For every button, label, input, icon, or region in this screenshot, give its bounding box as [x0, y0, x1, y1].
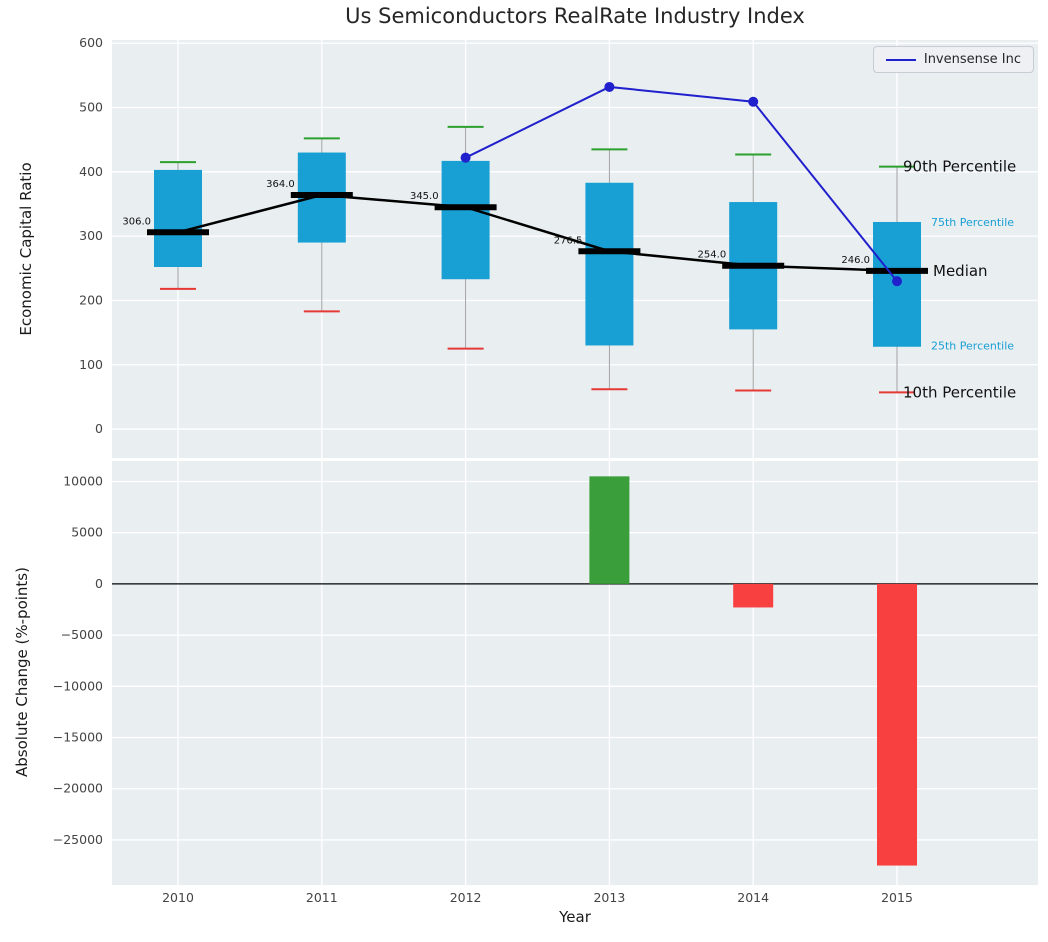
y-tick-label: 500 — [79, 100, 103, 115]
change-bar — [733, 583, 774, 608]
legend: Invensense Inc — [872, 46, 1034, 73]
iqr-box — [441, 160, 490, 280]
median-value-label: 345.0 — [410, 191, 439, 202]
x-tick-label: 2012 — [450, 890, 482, 905]
legend-label: Invensense Inc — [923, 52, 1021, 67]
change-bar — [877, 583, 917, 866]
x-tick-label: 2010 — [162, 890, 194, 905]
y-tick-label: −25000 — [53, 832, 103, 847]
percentile-annotation: 75th Percentile — [931, 216, 1014, 229]
x-axis-label: Year — [559, 908, 591, 926]
median-value-label: 306.0 — [122, 216, 151, 227]
percentile-annotation: 10th Percentile — [903, 383, 1016, 401]
x-tick-label: 2015 — [881, 890, 913, 905]
economic-capital-panel: 0 100 200 300 400 500 600 306.0 364.0 345.0 276.5 2… — [79, 35, 1038, 458]
chart-title: Us Semiconductors RealRate Industry Inde… — [345, 4, 805, 28]
percentile-annotation: 25th Percentile — [931, 339, 1014, 352]
x-tick-label: 2014 — [737, 890, 769, 905]
y-tick-label: 600 — [79, 35, 103, 50]
iqr-box — [585, 182, 634, 346]
y-tick-label: −20000 — [53, 781, 103, 796]
y-tick-label: 5000 — [71, 525, 103, 540]
percentile-annotation: 90th Percentile — [903, 158, 1016, 176]
invensense-line — [465, 85, 898, 282]
y-tick-label: 100 — [79, 357, 103, 372]
y-axis-label-bottom: Absolute Change (%-points) — [13, 567, 31, 777]
median-value-label: 246.0 — [841, 255, 870, 266]
invensense-marker — [460, 152, 471, 163]
y-tick-label: −5000 — [61, 627, 103, 642]
y-tick-label: 10000 — [63, 473, 103, 488]
y-tick-label: 0 — [95, 576, 103, 591]
percentile-annotation: Median — [933, 262, 988, 280]
iqr-box — [154, 169, 202, 268]
median-value-label: 254.0 — [698, 250, 727, 261]
invensense-marker — [604, 81, 615, 92]
y-axis-label-top: Economic Capital Ratio — [17, 162, 35, 336]
median-value-label: 364.0 — [266, 179, 295, 190]
y-tick-label: −15000 — [53, 730, 103, 745]
change-bar — [589, 476, 630, 584]
absolute-change-panel: 10000 5000 0 −5000 −10000 −15000 −20000 −25000 2… — [53, 461, 1038, 905]
y-tick-label: 400 — [79, 164, 103, 179]
invensense-marker — [748, 96, 759, 107]
y-tick-label: 0 — [95, 421, 103, 436]
median-value-label: 276.5 — [554, 235, 583, 246]
x-tick-label: 2013 — [593, 890, 625, 905]
legend-line-sample — [885, 58, 916, 61]
y-tick-label: 200 — [79, 292, 103, 307]
invensense-marker — [892, 276, 902, 287]
y-tick-label: 300 — [79, 228, 103, 243]
x-tick-label: 2011 — [306, 890, 338, 905]
y-tick-label: −10000 — [53, 678, 103, 693]
